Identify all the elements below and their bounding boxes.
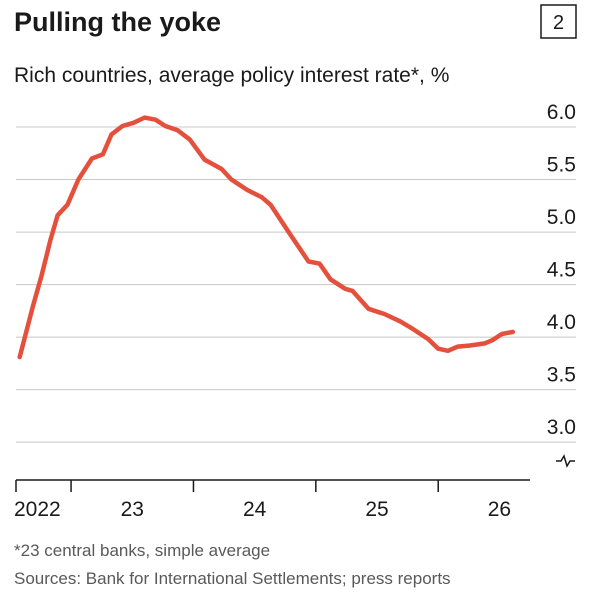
footnote: *23 central banks, simple average: [14, 541, 270, 560]
x-tick-label: 2022: [14, 498, 61, 521]
chart-number: 2: [553, 12, 564, 34]
x-tick-label: 25: [365, 498, 388, 521]
y-tick-label: 4.0: [547, 311, 576, 334]
chart-title: Pulling the yoke: [14, 7, 221, 37]
y-tick-label: 5.5: [547, 154, 576, 177]
y-tick-label: 3.0: [547, 416, 576, 439]
y-tick-label: 3.5: [547, 364, 576, 387]
y-tick-label: 6.0: [547, 101, 576, 124]
x-tick-label: 23: [121, 498, 144, 521]
y-tick-label: 5.0: [547, 206, 576, 229]
x-tick-label: 24: [243, 498, 267, 521]
source: Sources: Bank for International Settleme…: [14, 569, 451, 588]
y-tick-label: 4.5: [547, 259, 576, 282]
x-tick-label: 26: [488, 498, 511, 521]
chart-subtitle: Rich countries, average policy interest …: [14, 64, 449, 87]
chart-number-box: [540, 4, 577, 39]
axis-break: [556, 454, 575, 468]
data-line: [17, 115, 516, 360]
